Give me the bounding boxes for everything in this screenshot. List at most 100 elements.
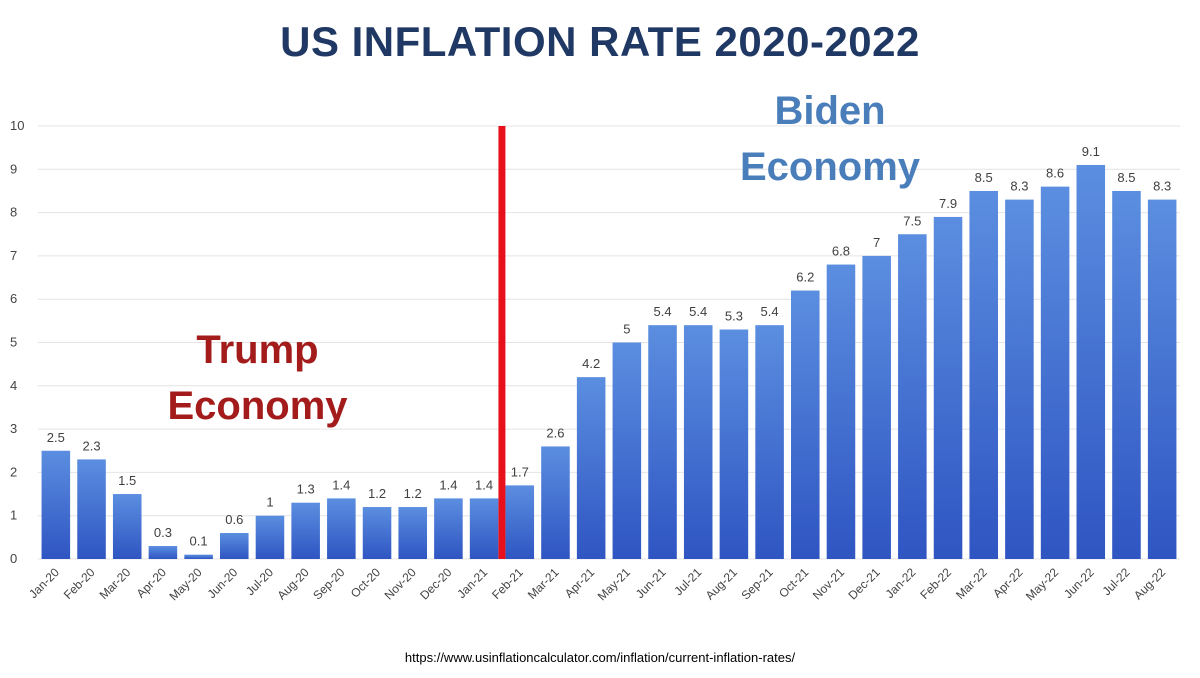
bar-Jun-20 bbox=[220, 533, 249, 559]
x-tick-label: Nov-21 bbox=[810, 565, 847, 602]
bar-May-21 bbox=[612, 342, 642, 559]
x-tick-label: Feb-20 bbox=[61, 565, 98, 602]
data-label-Aug-21: 5.3 bbox=[725, 309, 743, 324]
data-label-Sep-20: 1.4 bbox=[332, 477, 350, 492]
bar-Sep-20 bbox=[327, 498, 356, 559]
data-label-Oct-21: 6.2 bbox=[796, 270, 814, 285]
source-url: https://www.usinflationcalculator.com/in… bbox=[404, 650, 796, 665]
x-tick-label: Mar-21 bbox=[525, 565, 562, 602]
bar-Aug-22 bbox=[1147, 199, 1177, 560]
x-tick-label: Nov-20 bbox=[382, 565, 419, 602]
bar-Feb-20 bbox=[77, 459, 106, 559]
data-label-Jan-20: 2.5 bbox=[47, 430, 65, 445]
bar-Jul-22 bbox=[1112, 190, 1141, 559]
x-tick-label: May-22 bbox=[1023, 565, 1061, 603]
data-label-Jun-22: 9.1 bbox=[1082, 144, 1100, 159]
x-tick-label: Aug-20 bbox=[275, 565, 312, 602]
bar-May-20 bbox=[184, 554, 213, 559]
gridlines bbox=[38, 125, 1180, 560]
x-tick-label: May-21 bbox=[595, 565, 633, 603]
y-tick-label: 9 bbox=[10, 161, 17, 176]
data-label-Feb-20: 2.3 bbox=[82, 438, 100, 453]
bar-Jun-22 bbox=[1076, 164, 1106, 559]
trump-label-line2: Economy bbox=[167, 384, 348, 428]
data-label-Nov-20: 1.2 bbox=[404, 486, 422, 501]
x-tick-label: Jul-21 bbox=[671, 565, 704, 598]
bar-Jul-21 bbox=[683, 325, 713, 559]
bar-Mar-21 bbox=[541, 446, 570, 559]
data-labels: 2.5 2.3 1.5 0.3 0.1 0.6 1 1.3 1.4 1.2 1.2 1.4 1.4 1.7… bbox=[47, 144, 1171, 549]
y-axis-ticks: 0 1 2 3 4 5 6 7 8 9 10 bbox=[10, 118, 24, 566]
bar-Dec-21 bbox=[862, 255, 891, 559]
bar-Jan-22 bbox=[898, 234, 927, 559]
data-label-May-20: 0.1 bbox=[190, 534, 208, 549]
x-tick-label: Jul-20 bbox=[243, 565, 276, 598]
bar-Nov-21 bbox=[826, 264, 856, 559]
bar-Mar-22 bbox=[969, 190, 998, 559]
data-label-Aug-20: 1.3 bbox=[297, 482, 315, 497]
x-tick-label: Jan-22 bbox=[883, 565, 919, 601]
biden-label-line2: Economy bbox=[739, 145, 921, 189]
data-label-Nov-21: 6.8 bbox=[832, 244, 850, 259]
data-label-Sep-21: 5.4 bbox=[761, 304, 779, 319]
y-tick-label: 4 bbox=[10, 378, 17, 393]
data-label-Mar-22: 8.5 bbox=[975, 170, 993, 185]
x-tick-label: Aug-21 bbox=[703, 565, 740, 602]
data-label-Jul-20: 1 bbox=[266, 495, 273, 510]
data-label-Apr-21: 4.2 bbox=[582, 356, 600, 371]
bar-Apr-20 bbox=[148, 546, 178, 559]
bar-Jun-21 bbox=[648, 325, 677, 559]
data-label-Apr-22: 8.3 bbox=[1010, 179, 1028, 194]
bar-Apr-22 bbox=[1005, 199, 1034, 560]
data-label-Dec-21: 7 bbox=[873, 235, 880, 250]
chart-title: US INFLATION RATE 2020-2022 bbox=[280, 18, 920, 65]
y-tick-label: 10 bbox=[10, 118, 24, 133]
bar-Aug-20 bbox=[291, 502, 320, 559]
trump-label-line1: Trump bbox=[196, 328, 319, 372]
x-tick-label: Apr-22 bbox=[990, 565, 1026, 601]
data-label-Oct-20: 1.2 bbox=[368, 486, 386, 501]
data-label-Jun-20: 0.6 bbox=[225, 512, 243, 527]
data-label-Apr-20: 0.3 bbox=[154, 525, 172, 540]
bar-Feb-22 bbox=[933, 216, 963, 559]
x-tick-label: Oct-21 bbox=[776, 565, 812, 601]
y-tick-label: 2 bbox=[10, 464, 17, 479]
data-label-Dec-20: 1.4 bbox=[439, 477, 457, 492]
data-label-May-21: 5 bbox=[623, 322, 630, 337]
bars bbox=[41, 164, 1177, 560]
bar-Feb-21 bbox=[505, 485, 535, 559]
y-tick-label: 1 bbox=[10, 508, 17, 523]
x-tick-label: May-20 bbox=[167, 565, 205, 603]
data-label-Jun-21: 5.4 bbox=[653, 304, 671, 319]
y-tick-label: 0 bbox=[10, 551, 17, 566]
y-tick-label: 7 bbox=[10, 248, 17, 263]
bar-Jan-21 bbox=[469, 498, 499, 559]
x-tick-label: Apr-20 bbox=[134, 565, 170, 601]
bar-May-22 bbox=[1040, 186, 1070, 559]
data-label-Feb-22: 7.9 bbox=[939, 196, 957, 211]
trump-economy-label: Trump Economy bbox=[150, 322, 365, 434]
x-tick-label: Jun-20 bbox=[205, 565, 241, 601]
x-tick-label: Aug-22 bbox=[1131, 565, 1168, 602]
data-label-May-22: 8.6 bbox=[1046, 166, 1064, 181]
data-label-Mar-21: 2.6 bbox=[546, 425, 564, 440]
x-tick-label: Sep-21 bbox=[738, 565, 775, 602]
bar-Dec-20 bbox=[434, 498, 463, 559]
biden-economy-label: Biden Economy bbox=[720, 83, 940, 195]
x-tick-label: Jun-22 bbox=[1061, 565, 1097, 601]
x-tick-label: Dec-20 bbox=[417, 565, 454, 602]
bar-Oct-20 bbox=[362, 507, 392, 559]
data-label-Jul-21: 5.4 bbox=[689, 304, 707, 319]
y-tick-label: 3 bbox=[10, 421, 17, 436]
x-tick-label: Mar-22 bbox=[953, 565, 990, 602]
x-tick-label: Jun-21 bbox=[633, 565, 669, 601]
data-label-Jan-22: 7.5 bbox=[903, 213, 921, 228]
bar-Mar-20 bbox=[112, 494, 142, 559]
biden-label-line1: Biden bbox=[774, 89, 886, 133]
data-label-Jan-21: 1.4 bbox=[475, 477, 493, 492]
data-label-Mar-20: 1.5 bbox=[118, 473, 136, 488]
x-tick-label: Dec-21 bbox=[846, 565, 883, 602]
